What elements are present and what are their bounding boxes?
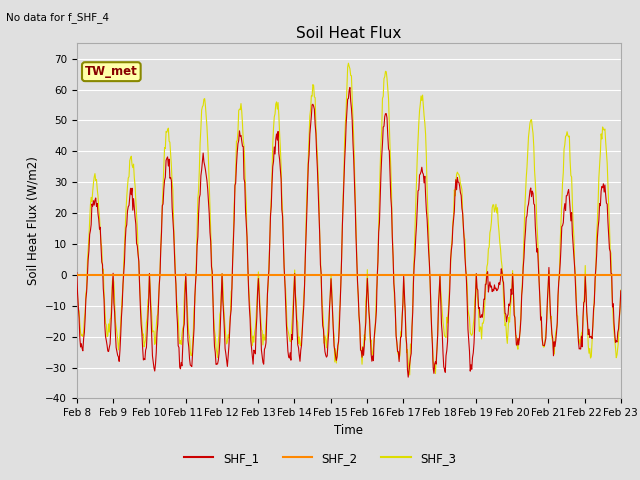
SHF_1 xyxy=(73,270,81,276)
Line: SHF_1: SHF_1 xyxy=(77,87,621,377)
SHF_1 xyxy=(617,288,625,294)
SHF_2 xyxy=(139,272,147,278)
Legend: SHF_1, SHF_2, SHF_3: SHF_1, SHF_2, SHF_3 xyxy=(179,447,461,469)
SHF_1 xyxy=(433,361,440,367)
Title: Soil Heat Flux: Soil Heat Flux xyxy=(296,25,401,41)
SHF_1 xyxy=(194,234,202,240)
SHF_1 xyxy=(404,374,412,380)
SHF_3 xyxy=(417,101,424,107)
X-axis label: Time: Time xyxy=(334,424,364,437)
SHF_3 xyxy=(433,355,440,361)
SHF_3 xyxy=(83,286,90,292)
SHF_2 xyxy=(73,272,81,278)
Text: No data for f_SHF_4: No data for f_SHF_4 xyxy=(6,12,109,23)
SHF_3 xyxy=(344,60,352,66)
SHF_1 xyxy=(417,171,424,177)
SHF_1 xyxy=(346,84,354,90)
Y-axis label: Soil Heat Flux (W/m2): Soil Heat Flux (W/m2) xyxy=(27,156,40,285)
SHF_2 xyxy=(617,272,625,278)
SHF_3 xyxy=(73,271,81,276)
SHF_2 xyxy=(223,272,230,278)
SHF_1 xyxy=(139,345,147,351)
SHF_2 xyxy=(415,272,422,278)
SHF_3 xyxy=(223,341,230,347)
SHF_3 xyxy=(194,196,202,202)
SHF_2 xyxy=(83,272,90,278)
SHF_2 xyxy=(431,272,438,278)
SHF_3 xyxy=(406,372,413,378)
SHF_1 xyxy=(83,289,90,295)
SHF_3 xyxy=(139,333,147,338)
Line: SHF_3: SHF_3 xyxy=(77,63,621,375)
Text: TW_met: TW_met xyxy=(85,65,138,78)
SHF_3 xyxy=(617,287,625,293)
SHF_1 xyxy=(223,357,230,363)
SHF_2 xyxy=(194,272,202,278)
